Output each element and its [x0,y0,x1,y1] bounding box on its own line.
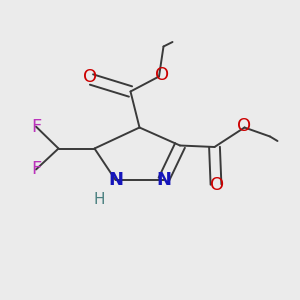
Text: N: N [108,171,123,189]
Text: F: F [31,160,41,178]
Text: H: H [93,192,105,207]
Text: O: O [237,117,252,135]
Text: O: O [155,66,169,84]
Text: O: O [210,176,225,194]
Text: O: O [83,68,97,85]
Text: N: N [156,171,171,189]
Text: F: F [31,118,41,136]
